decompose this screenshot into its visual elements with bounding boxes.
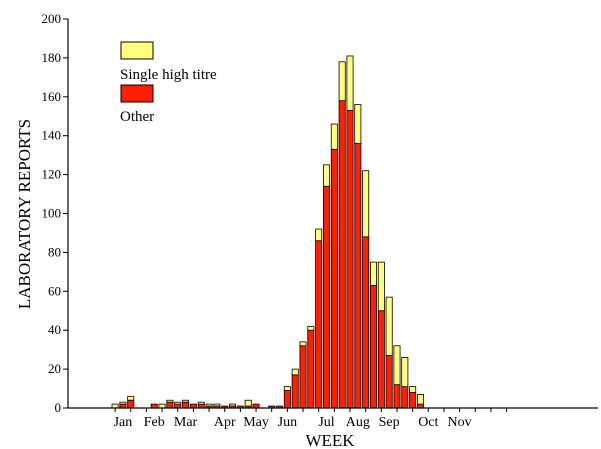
legend: Single high titre Other xyxy=(120,41,217,125)
x-month-label-jul: Jul xyxy=(318,415,334,430)
x-month-label-jun: Jun xyxy=(278,415,297,430)
bar-single-high-titre-week-25 xyxy=(299,341,307,347)
axes-layer: 0 20 40 60 80 100 120 140 160 180 200 Jan Feb Mar Apr M… xyxy=(42,11,598,430)
legend-swatch-single-high-titre xyxy=(120,41,154,60)
bar-other-week-30 xyxy=(338,100,346,409)
y-tick-label-40: 40 xyxy=(48,322,61,337)
bar-single-high-titre-week-9 xyxy=(174,401,182,405)
bar-single-high-titre-week-36 xyxy=(385,296,393,356)
bar-single-high-titre-week-37 xyxy=(393,345,401,386)
bar-single-high-titre-week-38 xyxy=(401,357,409,388)
y-tick-label-140: 140 xyxy=(42,128,62,143)
x-month-label-aug: Aug xyxy=(346,415,370,430)
bar-single-high-titre-week-2 xyxy=(119,401,127,405)
bar-other-week-25 xyxy=(299,345,307,409)
bar-single-high-titre-week-12 xyxy=(197,401,205,405)
y-tick-label-60: 60 xyxy=(48,283,61,298)
bar-single-high-titre-week-35 xyxy=(377,261,385,312)
x-month-label-apr: Apr xyxy=(214,415,236,430)
bar-single-high-titre-week-32 xyxy=(354,104,362,144)
legend-swatch-other xyxy=(120,84,154,103)
x-month-label-feb: Feb xyxy=(144,415,165,430)
bar-single-high-titre-week-3 xyxy=(127,395,135,401)
bar-single-high-titre-week-16 xyxy=(229,403,237,407)
bar-other-week-31 xyxy=(346,110,354,409)
bar-other-week-29 xyxy=(330,148,338,409)
bar-single-high-titre-week-28 xyxy=(323,164,331,187)
bar-single-high-titre-week-14 xyxy=(213,403,221,407)
bar-single-high-titre-week-13 xyxy=(205,403,213,407)
x-month-label-nov: Nov xyxy=(448,415,472,430)
bar-other-week-39 xyxy=(409,392,417,409)
bar-single-high-titre-week-34 xyxy=(369,261,377,286)
bar-single-high-titre-week-39 xyxy=(409,386,417,393)
bar-other-week-33 xyxy=(362,236,370,409)
bar-single-high-titre-week-30 xyxy=(338,61,346,102)
bar-other-week-3 xyxy=(127,399,135,409)
x-month-label-sep: Sep xyxy=(379,415,400,430)
bar-single-high-titre-week-8 xyxy=(166,399,174,403)
bar-other-week-26 xyxy=(307,329,315,409)
y-tick-label-80: 80 xyxy=(48,244,61,259)
y-tick-label-100: 100 xyxy=(42,206,62,221)
bar-other-week-35 xyxy=(377,310,385,409)
bar-single-high-titre-week-24 xyxy=(291,368,299,376)
bar-other-week-23 xyxy=(283,390,291,409)
y-tick-label-180: 180 xyxy=(42,50,62,65)
bar-single-high-titre-week-29 xyxy=(330,123,338,150)
legend-label-single-high-titre: Single high titre xyxy=(120,67,217,83)
bar-single-high-titre-week-33 xyxy=(362,170,370,238)
bar-other-week-37 xyxy=(393,384,401,409)
y-tick-label-20: 20 xyxy=(48,361,61,376)
bar-other-week-24 xyxy=(291,374,299,409)
x-axis-title: WEEK xyxy=(305,431,355,449)
y-tick-label-160: 160 xyxy=(42,89,62,104)
bar-other-week-36 xyxy=(385,355,393,409)
bar-other-week-8 xyxy=(166,401,174,409)
x-month-label-jan: Jan xyxy=(114,415,133,430)
bar-single-high-titre-week-18 xyxy=(244,399,252,407)
bar-single-high-titre-week-31 xyxy=(346,55,354,111)
bar-single-high-titre-week-10 xyxy=(182,399,190,403)
legend-label-other: Other xyxy=(120,109,154,125)
bar-other-week-38 xyxy=(401,386,409,409)
x-month-label-may: May xyxy=(243,415,269,430)
x-month-label-oct: Oct xyxy=(418,415,438,430)
bar-single-high-titre-week-23 xyxy=(283,386,291,391)
bars-layer xyxy=(111,55,424,409)
bar-other-week-32 xyxy=(354,143,362,409)
bar-other-week-28 xyxy=(323,185,331,409)
y-axis-title: LABORATORY REPORTS xyxy=(15,119,34,309)
bar-single-high-titre-week-26 xyxy=(307,325,315,331)
y-tick-label-0: 0 xyxy=(55,400,62,415)
bar-other-week-10 xyxy=(182,401,190,409)
bar-other-week-27 xyxy=(315,240,323,409)
x-month-label-mar: Mar xyxy=(174,415,198,430)
y-tick-label-200: 200 xyxy=(42,11,62,26)
bar-other-week-34 xyxy=(369,285,377,409)
y-tick-label-120: 120 xyxy=(42,167,62,182)
bar-single-high-titre-week-40 xyxy=(416,393,424,405)
bar-single-high-titre-week-27 xyxy=(315,228,323,242)
